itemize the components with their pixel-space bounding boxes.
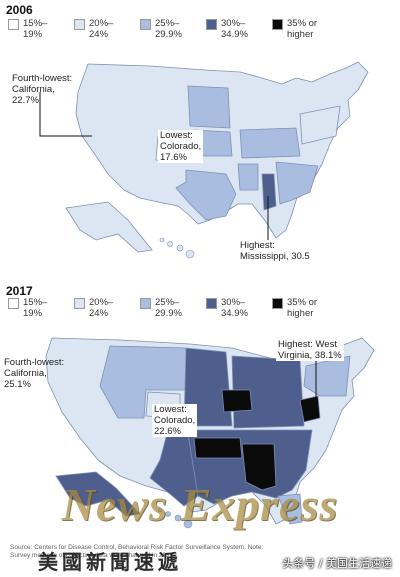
- legend-label: 35% or higher: [287, 297, 318, 319]
- legend-item: 15%– 19%: [8, 297, 68, 319]
- legend-label: 25%– 29.9%: [155, 18, 182, 40]
- annotation-california-2006: Fourth-lowest: California, 22.7%: [12, 73, 73, 106]
- us-map-2017: [45, 337, 375, 529]
- annotation-mississippi-2006: Highest: Mississippi, 30.5: [240, 240, 310, 262]
- legend-swatch-15-19: [8, 298, 19, 309]
- credit-watermark: 头条号 / 美国生活速递: [282, 557, 392, 570]
- legend-swatch-20-24: [74, 298, 85, 309]
- state-midwest-2006: [239, 127, 301, 159]
- annotation-california-2017: Fourth-lowest: California, 25.1%: [4, 357, 65, 390]
- state-arkansas-2006: [237, 163, 259, 191]
- annotation-colorado-2006: Lowest: Colorado, 17.6%: [158, 130, 204, 163]
- state-hawaii-2006: [159, 237, 195, 259]
- legend-item: 20%– 24%: [74, 18, 134, 40]
- legend-swatch-15-19: [8, 19, 19, 30]
- legend-label: 35% or higher: [287, 18, 318, 40]
- legend-item: 30%– 34.9%: [206, 18, 266, 40]
- legend-item: 20%– 24%: [74, 297, 134, 319]
- state-texas-2017: [149, 429, 199, 507]
- callout-line-california-2006: [39, 92, 92, 137]
- legend-swatch-30-34: [206, 19, 217, 30]
- legend-swatch-30-34: [206, 298, 217, 309]
- legend-label: 15%– 19%: [23, 297, 48, 319]
- annotation-west-virginia-2017: Highest: West Virginia, 38.1%: [276, 339, 344, 361]
- source-note: Source: Centers for Disease Control, Beh…: [10, 544, 264, 559]
- year-2017-heading: 2017: [6, 284, 33, 298]
- legend-item: 35% or higher: [272, 297, 332, 319]
- legend-item: 15%– 19%: [8, 18, 68, 40]
- state-ok-ar-2017: [193, 437, 243, 459]
- legend-item: 25%– 29.9%: [140, 18, 200, 40]
- state-alaska-2006: [65, 201, 153, 253]
- us-map-2006: [39, 61, 369, 259]
- legend-swatch-35-up: [272, 298, 283, 309]
- state-northeast-2006: [299, 105, 341, 145]
- legend-label: 20%– 24%: [89, 18, 114, 40]
- state-la-ms-al-2017: [241, 443, 277, 491]
- annotation-colorado-2017: Lowest: Colorado, 22.6%: [152, 404, 198, 437]
- state-florida-2017: [277, 493, 303, 525]
- legend-item: 30%– 34.9%: [206, 297, 266, 319]
- state-texas-2006: [175, 169, 237, 221]
- state-dakotas-2006: [187, 85, 231, 129]
- legend-label: 30%– 34.9%: [221, 297, 248, 319]
- legend-label: 20%– 24%: [89, 297, 114, 319]
- legend-swatch-20-24: [74, 19, 85, 30]
- year-2006-heading: 2006: [6, 3, 33, 17]
- legend-label: 15%– 19%: [23, 18, 48, 40]
- state-west-virginia-2017: [299, 395, 321, 423]
- legend-2017: 15%– 19% 20%– 24% 25%– 29.9% 30%– 34.9% …: [8, 297, 332, 319]
- legend-swatch-25-29: [140, 19, 151, 30]
- state-alaska-2017: [55, 471, 141, 517]
- legend-item: 35% or higher: [272, 18, 332, 40]
- legend-swatch-25-29: [140, 298, 151, 309]
- legend-swatch-35-up: [272, 19, 283, 30]
- state-southeast-2006: [275, 161, 319, 205]
- state-iowa-2017: [221, 389, 253, 413]
- news-express-watermark: News Express: [61, 479, 339, 530]
- chinese-title-watermark: 美國新聞速遞: [38, 550, 182, 574]
- legend-label: 25%– 29.9%: [155, 297, 182, 319]
- state-mississippi-2006: [261, 173, 277, 211]
- legend-item: 25%– 29.9%: [140, 297, 200, 319]
- legend-label: 30%– 34.9%: [221, 18, 248, 40]
- state-hawaii-2017: [157, 507, 193, 529]
- legend-2006: 15%– 19% 20%– 24% 25%– 29.9% 30%– 34.9% …: [8, 18, 332, 40]
